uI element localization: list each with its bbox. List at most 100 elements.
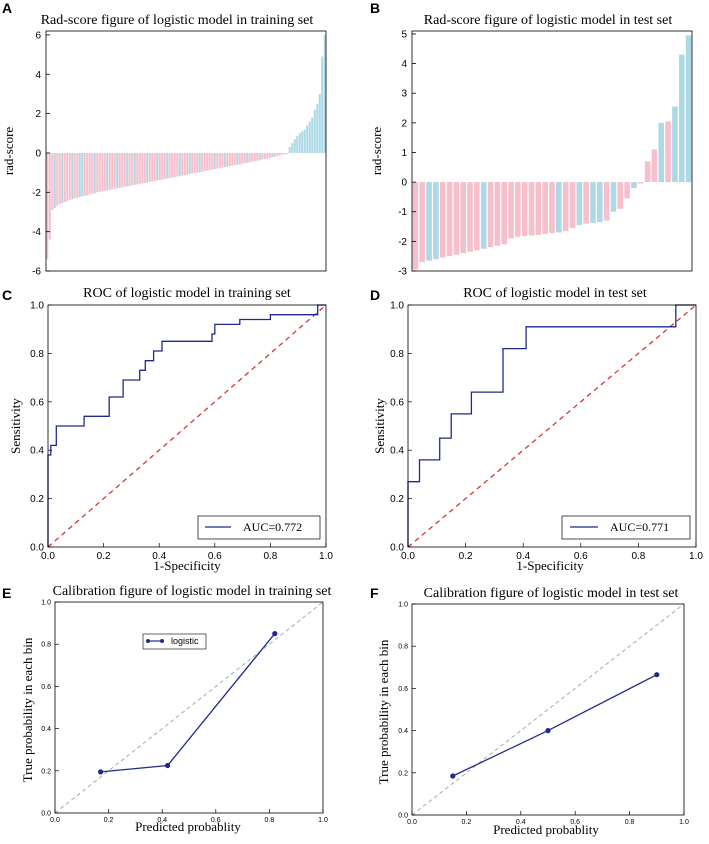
- bar: [439, 182, 446, 258]
- bar: [91, 152, 94, 194]
- y-tick-label: 1.0: [30, 301, 44, 312]
- y-tick-label: 0.4: [398, 728, 408, 735]
- y-axis-label: True probability in each bin: [20, 637, 35, 782]
- perfect-calibration-line: [411, 603, 685, 816]
- y-tick-label: 2: [401, 118, 407, 129]
- x-tick-label: 0.8: [631, 551, 645, 562]
- panel-letter-f: F: [370, 585, 379, 601]
- x-tick-label: 1.0: [689, 551, 703, 562]
- bar: [283, 152, 286, 155]
- x-tick-label: 0.6: [570, 819, 580, 826]
- x-tick-label: 0.6: [208, 551, 222, 562]
- bar: [86, 152, 89, 196]
- y-axis-ticks: 0.0 0.2 0.4 0.6 0.8 1.0: [390, 301, 412, 554]
- bar: [515, 182, 521, 237]
- bar: [253, 152, 256, 162]
- x-axis-label: Predicted probablity: [493, 822, 599, 837]
- bar: [156, 152, 159, 181]
- calibration-curve: [452, 674, 658, 777]
- x-axis-label: 1-Specificity: [153, 558, 221, 573]
- bar-series: [46, 34, 326, 260]
- bar: [293, 139, 296, 153]
- plot-frame: [411, 603, 685, 816]
- bar: [93, 152, 96, 194]
- x-axis-label: 1-Specificity: [516, 558, 584, 573]
- bar: [323, 34, 326, 153]
- y-axis-label: rad-score: [369, 127, 384, 176]
- chart-title: ROC of logistic model in training set: [83, 286, 291, 301]
- chart-title: ROC of logistic model in test set: [463, 286, 647, 301]
- bar: [603, 182, 610, 221]
- legend: AUC=0.771: [561, 515, 691, 540]
- bar: [228, 152, 231, 167]
- chart-title: Rad-score figure of logistic model in te…: [424, 13, 673, 28]
- y-tick-label: 0: [401, 178, 407, 189]
- bar-series: [412, 35, 692, 270]
- legend: AUC=0.772: [197, 515, 321, 540]
- y-axis-ticks: -6 -4 -2 0 2 4 6: [32, 30, 50, 278]
- x-tick-label: 0.4: [516, 551, 530, 562]
- bar: [233, 152, 236, 166]
- bar: [258, 152, 261, 161]
- y-tick-label: 1.0: [41, 600, 51, 607]
- line-series: [47, 304, 327, 548]
- y-tick-label: 1.0: [398, 602, 408, 609]
- y-tick-label: 0.2: [41, 768, 51, 775]
- y-tick-label: -2: [398, 237, 407, 248]
- x-tick-label: 0.6: [574, 551, 588, 562]
- bar: [51, 152, 54, 211]
- y-tick-label: 0.0: [30, 543, 44, 554]
- y-axis-ticks: 0.0 0.2 0.4 0.6 0.8 1.0: [41, 600, 59, 818]
- panel-letter-d: D: [370, 287, 380, 303]
- bar: [266, 152, 269, 159]
- bar: [231, 152, 234, 166]
- bar: [131, 152, 134, 186]
- bar: [221, 152, 224, 168]
- x-tick-label: 0.2: [462, 819, 472, 826]
- x-tick-label: 0.4: [516, 819, 526, 826]
- bar: [308, 121, 311, 153]
- bar: [171, 152, 174, 178]
- y-tick-label: 1: [401, 148, 407, 159]
- calibration-test-chart: Calibration figure of logistic model in …: [376, 586, 689, 837]
- bar: [163, 152, 166, 179]
- y-tick-label: -3: [398, 267, 407, 278]
- bar: [223, 152, 226, 168]
- bar: [103, 152, 106, 191]
- bar: [151, 152, 154, 182]
- panel-letter-c: C: [2, 287, 12, 303]
- x-tick-label: 0.2: [97, 551, 111, 562]
- y-tick-label: 0.2: [398, 770, 408, 777]
- legend-label: AUC=0.771: [610, 520, 669, 534]
- bar: [81, 152, 84, 197]
- y-tick-label: 0.2: [30, 494, 44, 505]
- bar: [583, 182, 589, 224]
- bar: [123, 152, 126, 187]
- bar: [610, 182, 617, 212]
- bar: [98, 152, 101, 192]
- bar: [298, 133, 301, 153]
- bar: [549, 182, 555, 234]
- y-tick-label: 6: [35, 30, 41, 41]
- y-tick-label: 2: [35, 109, 41, 120]
- chart-title: Rad-score figure of logistic model in tr…: [41, 13, 314, 28]
- bar: [166, 152, 169, 179]
- bar: [241, 152, 244, 164]
- chance-line: [47, 304, 327, 548]
- data-point: [165, 762, 171, 769]
- bar: [419, 182, 426, 263]
- bar: [446, 182, 453, 257]
- y-tick-label: 0.8: [390, 349, 404, 360]
- bar: [203, 152, 206, 172]
- bar: [78, 152, 81, 198]
- x-tick-label: 1.0: [318, 817, 328, 824]
- bar: [562, 182, 569, 231]
- data-point: [654, 672, 660, 678]
- x-tick-label: 0.8: [263, 551, 277, 562]
- bar: [263, 152, 266, 160]
- bar: [296, 136, 299, 153]
- bar: [201, 152, 204, 172]
- legend: logistic: [142, 633, 207, 650]
- x-axis-ticks: 0.0 0.2 0.4 0.6 0.8 1.0: [401, 543, 703, 562]
